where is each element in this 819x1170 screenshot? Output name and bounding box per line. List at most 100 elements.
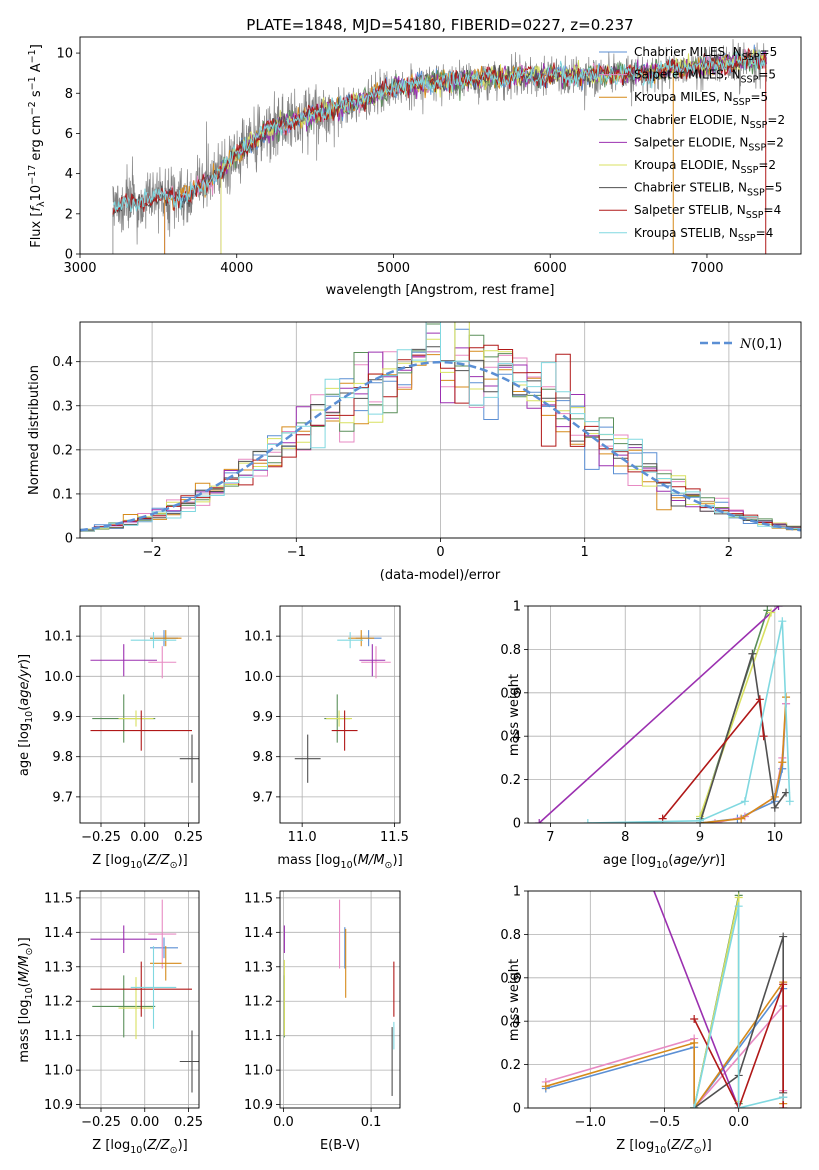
y-axis-label: Flux [fλ10−17 erg cm−2 s−1 A−1] <box>27 44 47 248</box>
y-tick-label: 9.9 <box>252 710 273 725</box>
x-tick-label: −1.0 <box>575 1115 607 1130</box>
error-point-kroupa-stelib <box>130 946 177 1029</box>
weight-marker <box>779 1093 788 1102</box>
y-axis-label: Normed distribution <box>27 365 42 495</box>
y-tick-label: 10.1 <box>44 630 73 645</box>
weight-marker <box>734 1104 743 1108</box>
y-tick-label: 11.3 <box>244 960 273 975</box>
axes-frame <box>79 36 802 255</box>
axis-ticks: −0.25 0.00 0.25 9.7 9.8 9.9 10.0 10.1 <box>44 630 203 845</box>
grid-lines <box>280 891 400 1108</box>
error-point-chabrier-stelib <box>179 1030 199 1093</box>
model-spectrum-kroupa-stelib <box>112 50 767 213</box>
error-point-chabrier-stelib <box>179 734 199 783</box>
y-tick-label: 10 <box>56 47 73 62</box>
weight-line <box>699 703 787 823</box>
weight-series-chabrier-stelib <box>696 649 791 823</box>
y-tick-label: 0 <box>513 1102 521 1117</box>
grid-lines <box>80 606 199 823</box>
error-point-salpeter-stelib <box>90 710 192 751</box>
error-point-salpeter-stelib <box>90 961 192 1017</box>
axes-frame <box>527 605 802 824</box>
axis-ticks: −0.25 0.00 0.25 10.9 11.0 11.1 11.2 11.3 11.4 11.… <box>44 891 203 1130</box>
plot-area <box>80 322 801 532</box>
y-tick-label: 0.4 <box>52 355 73 370</box>
y-tick-label: 9.7 <box>52 790 73 805</box>
grid-lines <box>280 606 400 823</box>
y-tick-label: 10.0 <box>44 670 73 685</box>
axes-frame <box>279 605 401 824</box>
y-tick-label: 0.8 <box>500 928 521 943</box>
y-tick-label: 0.6 <box>500 971 521 986</box>
axes-frame <box>79 605 200 824</box>
y-tick-label: 11.4 <box>44 926 73 941</box>
legend-entry: Chabrier MILES, NSSP=5 <box>634 45 777 63</box>
y-tick-label: 1 <box>513 600 521 615</box>
x-tick-label: 11.0 <box>288 830 317 845</box>
x-tick-label: 0.00 <box>130 830 159 845</box>
weight-marker <box>755 695 764 704</box>
y-tick-label: 10.1 <box>244 630 273 645</box>
axis-ticks: 7 8 9 10 0 0.2 0.4 0.6 0.8 1 <box>500 600 783 846</box>
y-tick-label: 8 <box>65 87 73 102</box>
axes-frame <box>79 890 200 1109</box>
y-tick-label: 0 <box>65 248 73 263</box>
x-tick-label: −1 <box>287 545 306 560</box>
residuals-panel: −2 −1 0 1 2 0 0.1 0.2 0.3 0.4 N(0,1) (data-model)/e… <box>27 321 802 583</box>
error-point-salpeter-miles <box>148 899 177 969</box>
error-point-kroupa-elodie <box>118 710 154 727</box>
y-tick-label: 11.2 <box>44 995 73 1010</box>
error-point-kroupa-elodie <box>326 710 352 727</box>
x-tick-label: −0.25 <box>81 830 121 845</box>
x-axis-label: age [log10(age/yr)] <box>603 853 725 871</box>
weight-marker <box>748 649 757 658</box>
weight-marker <box>767 608 776 617</box>
x-axis-label: Z [log10(Z/Z⊙)] <box>616 1138 711 1156</box>
plot-area <box>90 630 199 783</box>
weight-marker <box>583 819 592 823</box>
weight-series-kroupa-stelib <box>690 902 788 1108</box>
weight-marker <box>690 1038 699 1047</box>
weight-line <box>587 621 791 823</box>
weight-marker <box>646 876 654 884</box>
x-axis-label: E(B-V) <box>320 1138 360 1153</box>
weight-line <box>538 606 780 823</box>
x-tick-label: 1 <box>581 545 589 560</box>
weight-line <box>699 697 787 823</box>
x-tick-label: 0.0 <box>728 1115 749 1130</box>
y-tick-label: 10.9 <box>244 1098 273 1113</box>
x-tick-label: −2 <box>143 545 162 560</box>
weight-marker <box>774 606 783 610</box>
weight-marker <box>734 902 743 911</box>
y-tick-label: 11.5 <box>244 891 273 906</box>
mass-vs-ebv-panel: 0.0 0.1 10.9 11.0 11.1 11.2 11.3 11.4 11.5 E(B-V) <box>244 890 401 1153</box>
legend-entry: Kroupa STELIB, NSSP=4 <box>634 226 773 244</box>
error-point-salpeter-elodie <box>90 644 157 677</box>
plot-area <box>112 39 767 254</box>
y-tick-label: 9.8 <box>52 750 73 765</box>
grid-lines <box>528 605 801 824</box>
y-tick-label: 0.4 <box>500 1015 521 1030</box>
y-tick-label: 10.0 <box>244 670 273 685</box>
x-tick-label: 9 <box>696 830 704 845</box>
weight-marker <box>535 819 544 823</box>
y-tick-label: 9.7 <box>252 790 273 805</box>
weight-marker <box>785 797 794 806</box>
y-tick-label: 0.3 <box>52 399 73 414</box>
error-point-chabrier-miles <box>150 937 178 959</box>
error-point-salpeter-stelib <box>331 710 358 751</box>
x-tick-label: 0.00 <box>130 1115 159 1130</box>
plot-area <box>294 630 391 783</box>
histogram-salpeter-stelib <box>80 322 801 532</box>
axis-ticks: 0.0 0.1 10.9 11.0 11.1 11.2 11.3 11.4 11.5 <box>244 891 381 1130</box>
y-axis-label: age [log10(age/yr)] <box>17 654 35 776</box>
x-tick-label: 10 <box>767 830 784 845</box>
legend-entry: Kroupa MILES, NSSP=5 <box>634 90 768 108</box>
weight-marker <box>779 1104 788 1108</box>
x-tick-label: −0.5 <box>649 1115 681 1130</box>
legend-entry: Salpeter ELODIE, NSSP=2 <box>634 135 784 153</box>
error-point-salpeter-elodie <box>359 644 386 677</box>
legend-entry: N(0,1) <box>739 337 782 352</box>
legend-entry: Kroupa ELODIE, NSSP=2 <box>634 158 776 176</box>
